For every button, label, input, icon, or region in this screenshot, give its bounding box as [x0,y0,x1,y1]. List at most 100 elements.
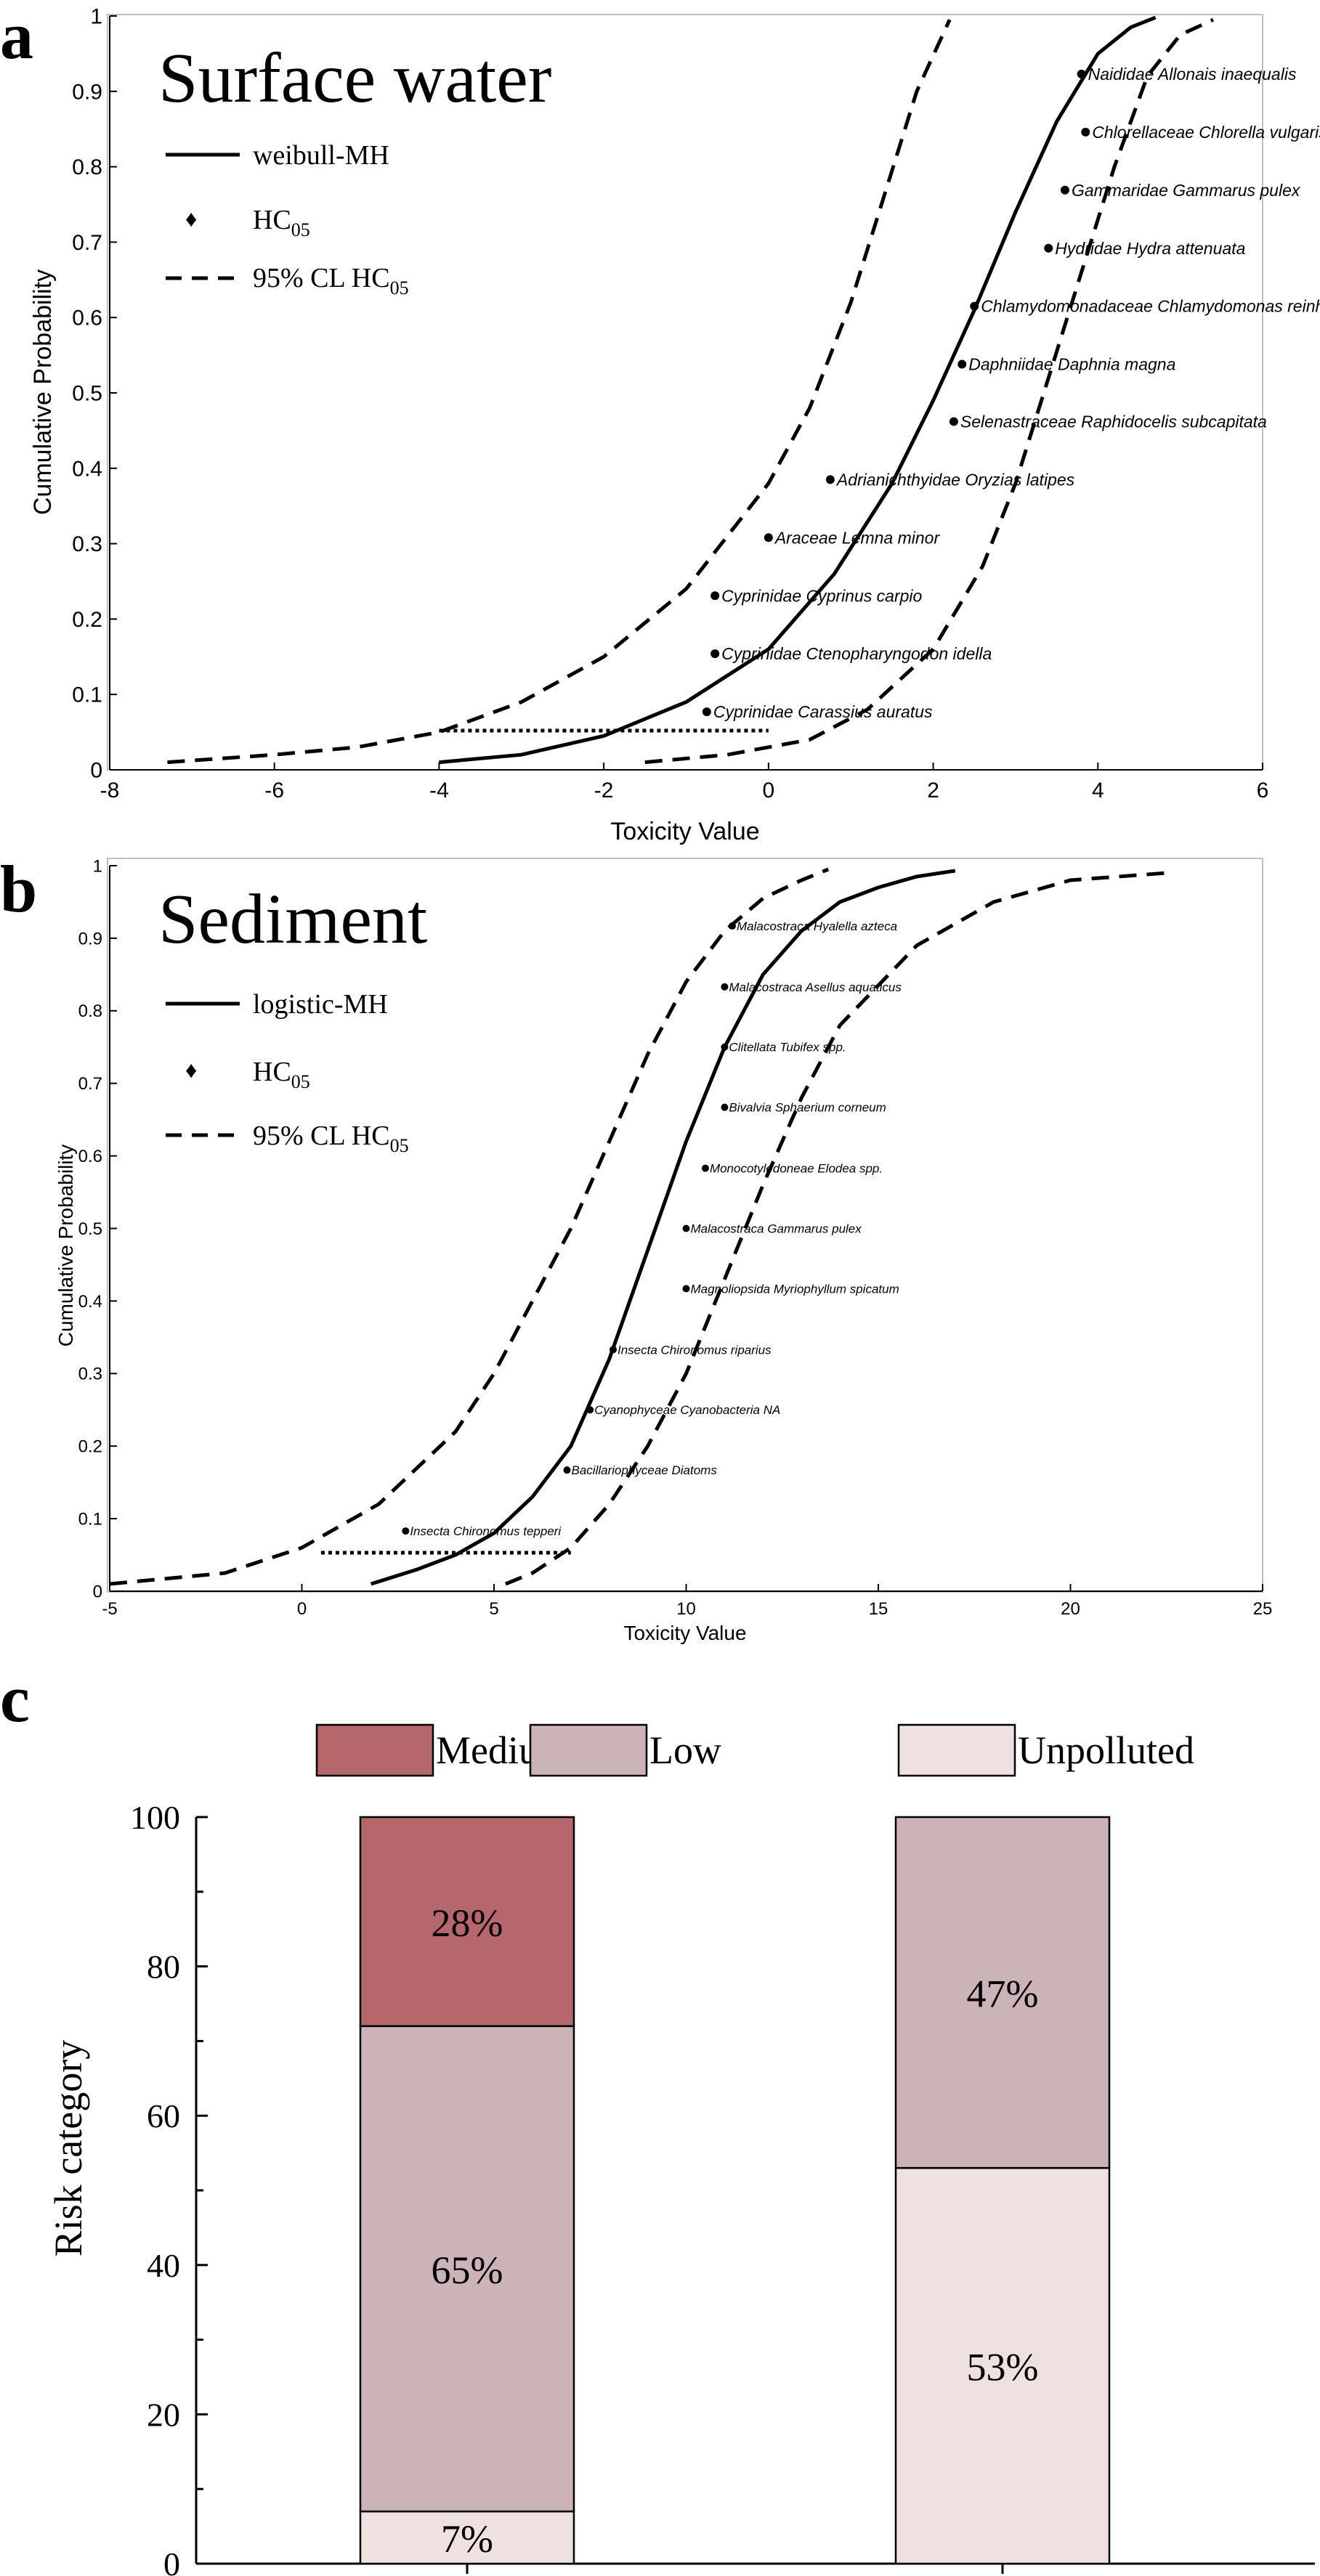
species-label: Araceae Lemna minor [774,528,941,547]
legend-label: Unpolluted [1018,1728,1194,1772]
species-point [1077,69,1086,78]
species-label: Adrianichthyidae Oryzias latipes [835,470,1075,489]
species-point [586,1406,594,1414]
x-tick-label: 0 [297,1599,307,1619]
species-label: Clitellata Tubifex spp. [729,1041,846,1055]
legend-diamond-icon: ♦ [185,1057,197,1083]
x-tick-label: -6 [264,779,284,803]
y-tick-label: 0.1 [72,683,102,707]
y-tick-label: 0.6 [78,1147,102,1166]
species-label: Malacostraca Hyalella azteca [737,919,897,933]
x-tick-label: 25 [1253,1599,1273,1619]
chart-title: Surface water [158,39,551,118]
x-tick-label: -2 [594,779,614,803]
y-tick-label: 0.5 [72,382,102,406]
legend-cl-label: 95% CL HC05 [253,1121,409,1156]
y-tick-label: 0.4 [72,457,102,481]
bar-value-label: 53% [967,2346,1039,2389]
y-axis-label: Risk category [46,2040,90,2256]
legend-fit-label: logistic-MH [253,989,388,1020]
species-point [721,1103,729,1111]
y-axis-label: Cumulative Probability [54,1145,77,1347]
y-tick-label: 0 [93,1582,102,1601]
x-tick-label: 10 [676,1599,696,1619]
species-label: Naididae Allonais inaequalis [1088,65,1297,84]
x-tick-label: 6 [1257,779,1269,803]
species-point [702,707,711,717]
fit-curve [439,15,1157,765]
bar-value-label: 7% [441,2517,493,2561]
bar-segment [359,2510,575,2565]
y-tick-label: 0.7 [72,231,102,255]
species-point [721,983,729,991]
species-label: Cyanophyceae Cyanobacteria NA [594,1403,780,1417]
x-tick-label: -8 [100,779,120,803]
x-axis-label: Toxicity Value [610,818,759,845]
species-label: Gammaridae Gammarus pulex [1072,181,1301,200]
legend-swatch [315,1723,434,1777]
species-point [957,359,967,369]
y-tick-label: 0.9 [72,80,102,104]
species-label: Bivalvia Sphaerium corneum [729,1101,886,1115]
y-tick-label: 0.7 [78,1074,102,1094]
bar-segment [894,1816,1111,2169]
fit-curve [370,869,956,1586]
bar-segment [359,1816,575,2028]
panel-b-chart: b -5 0 5 10 15 20 2500.10.20.30.40.50.60.70.80… [0,852,1273,1644]
x-tick-label: 15 [869,1599,888,1619]
legend-cl-label: 95% CL HC05 [253,263,409,298]
species-label: Daphniidae Daphnia magna [968,355,1175,374]
panel-c-letter: c [0,1662,30,1736]
species-label: Cyprinidae Cyprinus carpio [721,586,922,605]
legend-fit-label: weibull-MH [253,140,389,171]
bar-value-label: 47% [967,1972,1039,2016]
legend: logistic-MH ♦ HC05 95% CL HC05 [166,989,409,1156]
species-point [1081,127,1090,137]
cl-lower-curve [167,19,952,765]
legend: Medium Low Unpolluted [315,1723,1194,1777]
panel-b-letter: b [0,852,37,926]
bar-value-label: 65% [432,2248,503,2292]
legend-hc-label: HC05 [253,1057,310,1092]
y-tick-label: 1 [90,5,102,29]
x-tick-label: -4 [429,779,449,803]
bar-segment [894,2166,1111,2565]
species-label: Selenastraceae Raphidocelis subcapitata [960,412,1267,431]
y-tick-label: 0.8 [78,1001,102,1021]
species-label: Chlorellaceae Chlorella vulgaris [1092,123,1320,142]
species-point [682,1285,690,1293]
legend: weibull-MH ♦ HC05 95% CL HC05 [166,140,409,298]
species-label: Magnoliopsida Myriophyllum spicatum [691,1282,899,1296]
species-label: Monocotyledoneae Elodea spp. [710,1162,883,1176]
species-label: Insecta Chironomus tepperi [410,1524,562,1538]
species-label: Malacostraca Asellus aquaticus [729,980,902,994]
x-tick-label: 5 [489,1599,498,1619]
y-tick-label: 0.3 [78,1365,102,1384]
species-label: Cyprinidae Carassius auratus [713,702,933,721]
x-tick-label: -5 [102,1599,117,1619]
species-label: Hydridae Hydra attenuata [1055,239,1245,258]
species-label: Cyprinidae Ctenopharyngodon idella [721,644,992,663]
panel-a-chart: a -8 -6 -4 -2 0 2 4 6 0 0.1 0.2 0.3 0.4 0.5 0.6 0.7 0.8 0… [0,0,1320,845]
species-point [1060,185,1069,195]
species-label: Insecta Chironomus riparius [618,1343,772,1357]
y-tick-label: 100 [130,1799,180,1836]
y-axis-label: Cumulative Probability [29,269,57,515]
x-axis-label: Toxicity Value [623,1622,746,1644]
species-point [825,475,835,484]
y-tick-label: 0.3 [72,532,102,556]
y-tick-label: 0.4 [78,1292,102,1312]
y-tick-label: 80 [147,1949,180,1986]
species-point [970,301,979,311]
y-tick-label: 1 [93,856,102,876]
y-tick-label: 0 [90,759,102,783]
cl-upper-curve [504,871,1167,1586]
y-tick-label: 0.6 [72,306,102,330]
cl-upper-curve [644,17,1215,765]
species-point [1044,243,1053,253]
species-point [710,591,720,601]
x-tick-label: 0 [763,779,775,803]
x-tick-label: 2 [927,779,939,803]
species-point [721,1043,729,1051]
